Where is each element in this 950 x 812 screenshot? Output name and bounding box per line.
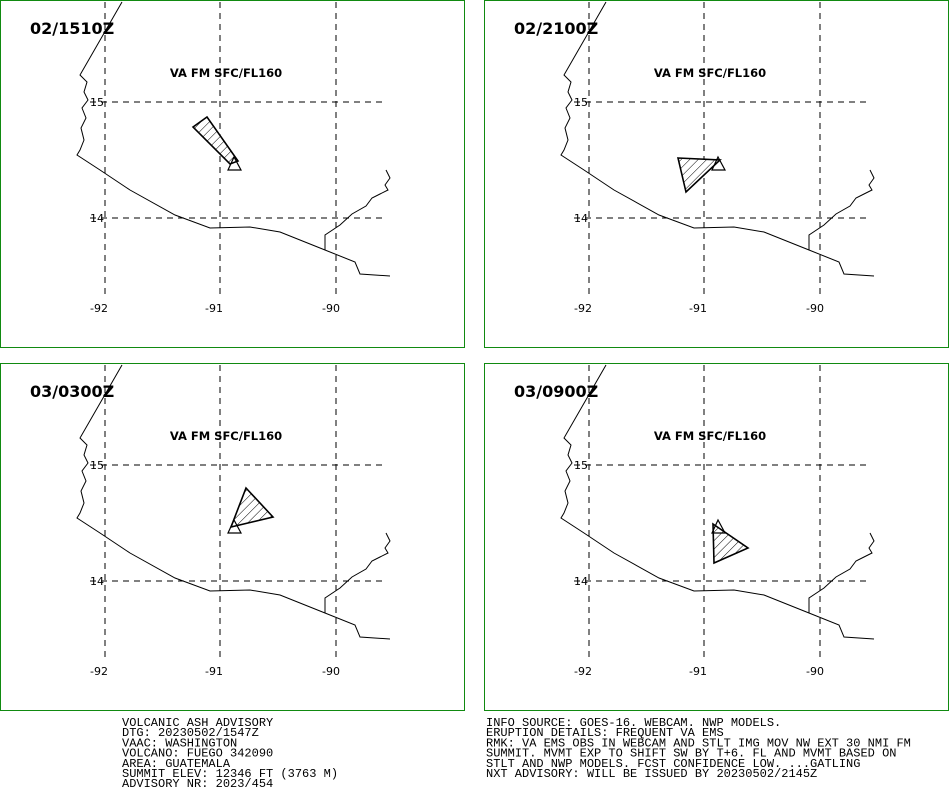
advisory-line: DTG: 20230502/1547Z [122,726,259,740]
advisory-line: ERUPTION DETAILS: FREQUENT VA EMS [486,726,724,740]
panel-frame [0,363,465,711]
ash-cloud [676,157,722,194]
lon-label: -91 [205,302,223,315]
lon-label: -91 [689,302,707,315]
map-panel: 03/0300Z VA FM SFC/FL160 15 14 -92 -91 -90 [0,363,465,711]
map-panel: 02/1510Z VA FM SFC/FL160 15 14 -92 -91 -90 [0,0,465,348]
lon-label: -90 [806,665,824,678]
advisory-line: VAAC: WASHINGTON [122,736,237,750]
advisory-line: INFO SOURCE: GOES-16. WEBCAM. NWP MODELS… [486,716,781,730]
forecast-time: 03/0900Z [514,382,598,401]
lon-label: -90 [322,302,340,315]
border [808,532,875,613]
advisory-line: NXT ADVISORY: WILL BE ISSUED BY 20230502… [486,767,817,781]
ash-cloud [191,115,240,165]
ash-cloud [712,522,750,565]
coastline [560,1,875,277]
lon-label: -90 [322,665,340,678]
advisory-line: RMK: VA EMS OBS IN WEBCAM AND STLT IMG M… [486,736,911,750]
advisory-line: VOLCANO: FUEGO 342090 [122,747,273,761]
advisory-line: STLT AND NWP MODELS. FCST CONFIDENCE LOW… [486,757,860,771]
border [324,169,391,250]
coastline [560,364,875,640]
advisory-line: SUMMIT ELEV: 12346 FT (3763 M) [122,767,338,781]
panel-frame [0,0,465,348]
advisory-line: AREA: GUATEMALA [122,757,231,771]
ash-cloud [229,486,275,529]
advisory-line: SUMMIT. MVMT EXP TO SHIFT SW BY T+6. FL … [486,747,896,761]
coastline [76,364,391,640]
map-panel: 02/2100Z VA FM SFC/FL160 15 14 -92 -91 -90 [484,0,949,348]
level-label: VA FM SFC/FL160 [170,429,282,443]
lon-label: -92 [90,302,108,315]
lon-label: -92 [90,665,108,678]
lat-label: 14 [90,575,104,588]
advisory-line: VOLCANIC ASH ADVISORY [122,716,273,730]
volcano [711,518,727,534]
lat-label: 14 [574,575,588,588]
lat-label: 15 [574,459,588,472]
level-label: VA FM SFC/FL160 [654,66,766,80]
lat-label: 14 [574,212,588,225]
volcano [711,155,727,171]
volcano [227,518,243,534]
forecast-time: 03/0300Z [30,382,114,401]
lat-label: 15 [90,459,104,472]
volcano [227,155,243,171]
map-panel: 03/0900Z VA FM SFC/FL160 15 14 -92 -91 -90 [484,363,949,711]
panel-frame [484,0,949,348]
forecast-time: 02/2100Z [514,19,598,38]
lon-label: -91 [689,665,707,678]
lat-label: 15 [90,96,104,109]
border [808,169,875,250]
coastline [76,1,391,277]
lon-label: -92 [574,665,592,678]
lon-label: -91 [205,665,223,678]
lon-label: -92 [574,302,592,315]
lat-label: 14 [90,212,104,225]
level-label: VA FM SFC/FL160 [170,66,282,80]
border [324,532,391,613]
lon-label: -90 [806,302,824,315]
forecast-time: 02/1510Z [30,19,114,38]
advisory-line: ADVISORY NR: 2023/454 [122,777,273,791]
level-label: VA FM SFC/FL160 [654,429,766,443]
lat-label: 15 [574,96,588,109]
